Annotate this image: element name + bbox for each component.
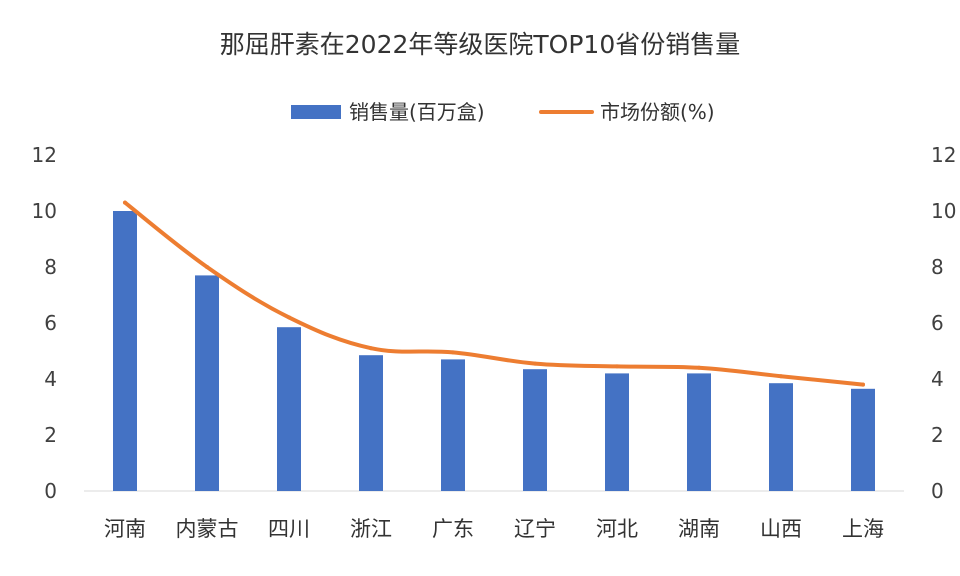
line-point	[451, 350, 455, 355]
right-axis: 0 2 4 6 8 10 12	[931, 143, 956, 503]
left-axis: 0 2 4 6 8 10 12	[32, 143, 57, 503]
right-tick-label: 2	[931, 423, 944, 447]
bar	[359, 355, 383, 491]
right-tick-label: 12	[931, 143, 956, 167]
category-label: 浙江	[350, 517, 392, 541]
line-point	[369, 346, 373, 351]
bar	[605, 373, 629, 491]
right-tick-label: 0	[931, 479, 944, 503]
category-label: 内蒙古	[176, 517, 239, 541]
legend-line-label: 市场份额(%)	[600, 100, 715, 124]
line-point	[779, 374, 783, 379]
category-label: 辽宁	[514, 517, 556, 541]
category-label: 河北	[596, 517, 638, 541]
line-point	[205, 265, 209, 269]
legend: 销售量(百万盒) 市场份额(%)	[291, 100, 715, 124]
bar	[277, 327, 301, 491]
left-tick-label: 0	[44, 479, 57, 503]
chart-title: 那屈肝素在2022年等级医院TOP10省份销售量	[220, 30, 740, 59]
left-tick-label: 4	[44, 367, 57, 391]
right-tick-label: 8	[931, 255, 944, 279]
bar	[687, 373, 711, 491]
line-point	[287, 315, 291, 320]
bar	[769, 383, 793, 491]
bar	[851, 388, 875, 491]
left-tick-label: 8	[44, 255, 57, 279]
right-tick-label: 6	[931, 311, 944, 335]
line-point	[615, 364, 619, 369]
line-point	[533, 361, 537, 366]
line-point	[123, 200, 127, 205]
legend-bar-label: 销售量(百万盒)	[349, 100, 485, 124]
category-label: 广东	[432, 517, 474, 541]
legend-bar-swatch	[291, 105, 341, 119]
bar	[195, 275, 219, 491]
left-tick-label: 10	[32, 199, 57, 223]
left-tick-label: 6	[44, 311, 57, 335]
category-label: 湖南	[678, 517, 720, 541]
left-tick-label: 12	[32, 143, 57, 167]
category-labels: 河南 内蒙古 四川 浙江 广东 辽宁 河北 湖南 山西 上海	[104, 517, 884, 541]
category-label: 山西	[760, 517, 802, 541]
line-point	[861, 382, 865, 387]
category-label: 上海	[842, 517, 884, 541]
line-series	[123, 200, 865, 387]
left-tick-label: 2	[44, 423, 57, 447]
line-point	[697, 365, 701, 370]
right-tick-label: 4	[931, 367, 944, 391]
category-label: 四川	[268, 517, 310, 541]
bar	[113, 211, 137, 491]
bar-series	[113, 211, 875, 491]
bar	[441, 359, 465, 491]
bar	[523, 369, 547, 491]
market-share-line	[123, 200, 865, 387]
watermark: 头条 @新康界	[814, 537, 940, 561]
right-tick-label: 10	[931, 199, 956, 223]
category-label: 河南	[104, 517, 146, 541]
